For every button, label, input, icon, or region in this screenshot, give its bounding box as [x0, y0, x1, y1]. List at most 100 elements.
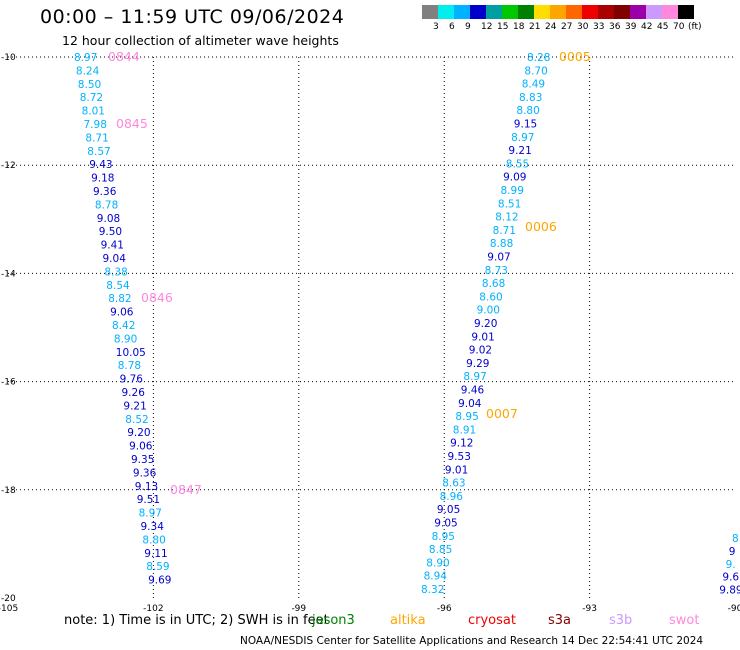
- swh-value-label: 8.90: [114, 333, 137, 345]
- scale-label: 36: [609, 22, 621, 32]
- lat-tick-label: -12: [1, 161, 16, 171]
- swh-value-label: 9.18: [91, 173, 114, 185]
- swh-value-label: 8.97: [139, 508, 162, 520]
- swh-value-label: 9.05: [437, 504, 460, 516]
- swh-value-label: 8.60: [479, 291, 502, 303]
- swh-value-label: 8.42: [112, 320, 135, 332]
- scale-label: 33: [593, 22, 605, 32]
- swh-value-label: 9.69: [148, 575, 171, 587]
- lon-tick-label: -93: [582, 604, 597, 614]
- swh-value-label: 8.80: [142, 534, 165, 546]
- color-scale-labels: 3 6 9 12 15 18 21 24 27 30 33 36 39 42 45 70 (ft): [422, 22, 740, 34]
- satellite-legend-altika: altika: [390, 613, 426, 628]
- swh-value-label: 9.89: [719, 585, 740, 597]
- lat-tick-label: -10: [1, 53, 16, 63]
- scale-swatch: [630, 5, 646, 19]
- swh-value-label: 9.21: [508, 145, 531, 157]
- swh-value-label: 8.51: [498, 198, 521, 210]
- swh-value-label: 9.36: [93, 186, 117, 198]
- scale-label: 21: [529, 22, 541, 32]
- scale-swatch: [470, 5, 486, 19]
- scale-swatch: [422, 5, 438, 19]
- swh-value-label: 8.38: [104, 266, 127, 278]
- scale-label: 12: [481, 22, 493, 32]
- swh-value-label: 9.02: [469, 345, 492, 357]
- time-mark-label: 0846: [141, 290, 173, 305]
- swh-value-label: 9.07: [487, 252, 510, 264]
- satellite-legend-swot: swot: [669, 613, 700, 628]
- swh-value-label: 8.73: [485, 265, 508, 277]
- swh-value-label: 9.36: [133, 467, 157, 479]
- swh-value-label: 8.94: [424, 571, 448, 583]
- time-mark-label: 0847: [170, 482, 202, 497]
- swh-value-label: 9.12: [450, 438, 473, 450]
- scale-swatch: [598, 5, 614, 19]
- scale-swatch: [566, 5, 582, 19]
- swh-value-label: 8.78: [95, 199, 118, 211]
- scale-swatch: [582, 5, 598, 19]
- scale-label: 24: [545, 22, 557, 32]
- scale-swatch: [662, 5, 678, 19]
- swh-value-label: 9.15: [514, 119, 537, 131]
- footer-credit: NOAA/NESDIS Center for Satellite Applica…: [240, 635, 704, 647]
- swh-value-label: 9.11: [144, 548, 167, 560]
- swh-value-label: 9.50: [99, 226, 122, 238]
- swh-value-label: 8.71: [493, 225, 516, 237]
- swh-value-label: 9: [729, 546, 736, 558]
- swh-value-label: 9.: [726, 559, 736, 571]
- satellite-legend-jason3: jason3: [312, 613, 355, 628]
- time-mark-label: 0006: [525, 219, 557, 234]
- scale-swatch: [438, 5, 454, 19]
- swh-value-label: 8.24: [76, 65, 100, 77]
- swh-value-label: 9.00: [477, 305, 500, 317]
- scale-swatch: [550, 5, 566, 19]
- scale-label: 30: [577, 22, 589, 32]
- swh-value-label: 8.82: [108, 293, 131, 305]
- lon-tick-label: -96: [437, 604, 452, 614]
- swh-value-label: 8.97: [74, 52, 97, 64]
- swh-value-label: 8.80: [516, 105, 539, 117]
- swh-value-label: 8.57: [87, 146, 110, 158]
- scale-swatch: [518, 5, 534, 19]
- satellite-legend-s3b: s3b: [609, 613, 633, 628]
- swh-value-label: 9.01: [471, 331, 494, 343]
- swh-value-label: 8.78: [118, 360, 141, 372]
- swh-value-label: 9.46: [461, 385, 485, 397]
- swh-value-label: 9.6: [722, 572, 739, 584]
- scale-label: 3: [433, 22, 439, 32]
- swh-value-label: 9.34: [141, 521, 165, 533]
- swh-value-label: 8.90: [426, 557, 449, 569]
- swh-value-label: 8.68: [482, 278, 505, 290]
- swh-value-label: 9.06: [110, 307, 134, 319]
- lon-tick-label: -90: [728, 604, 740, 614]
- swh-value-label: 10.05: [116, 347, 146, 359]
- scale-swatch: [454, 5, 470, 19]
- lat-tick-label: -14: [1, 269, 16, 279]
- lon-tick-label: -102: [143, 604, 163, 614]
- swh-value-label: 8.88: [490, 238, 513, 250]
- swh-value-label: 8.54: [106, 280, 130, 292]
- satellite-legend-s3a: s3a: [548, 613, 572, 628]
- time-mark-label: 0845: [116, 116, 148, 131]
- map-title: 00:00 – 11:59 UTC 09/06/2024: [40, 6, 345, 28]
- lon-tick-label: -99: [291, 604, 306, 614]
- satellite-legend-cryosat: cryosat: [468, 613, 516, 628]
- scale-label: 39: [625, 22, 637, 32]
- time-mark-label: 0005: [559, 49, 591, 64]
- scale-label: 42: [641, 22, 653, 32]
- swh-value-label: 8.97: [463, 371, 486, 383]
- swh-value-label: 8.01: [82, 106, 105, 118]
- swh-value-label: 9.35: [131, 454, 154, 466]
- swh-value-label: 9.51: [137, 494, 160, 506]
- color-scale-bar: [422, 5, 694, 19]
- scale-swatch: [646, 5, 662, 19]
- swh-value-label: 9.09: [503, 172, 526, 184]
- swh-value-label: 8.96: [440, 491, 464, 503]
- lat-tick-label: -18: [1, 486, 16, 496]
- scale-label: 18: [513, 22, 525, 32]
- scale-swatch: [678, 5, 694, 19]
- swh-value-label: 8.49: [522, 79, 545, 91]
- swh-value-label: 9.01: [445, 464, 468, 476]
- time-mark-label: 0007: [486, 406, 518, 421]
